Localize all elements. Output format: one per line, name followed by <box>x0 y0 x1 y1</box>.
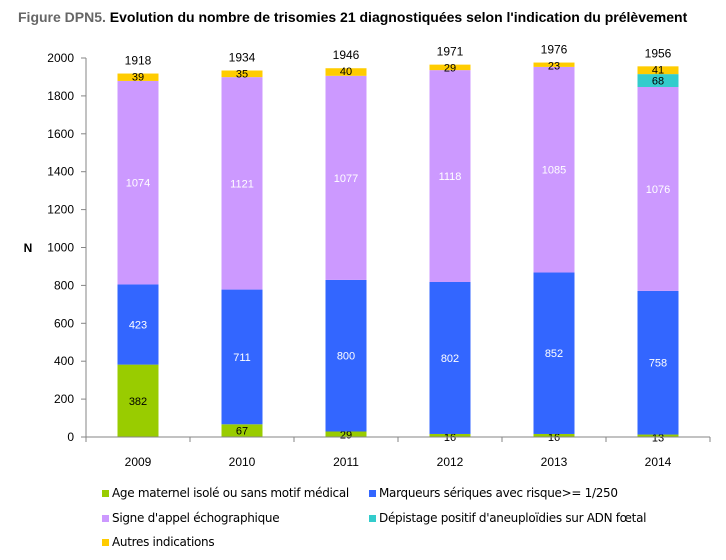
total-label: 1946 <box>333 48 360 62</box>
bar-segment <box>429 70 471 282</box>
x-tick-label: 2009 <box>125 455 152 469</box>
legend-item-depistage-adn: Dépistage positif d'aneuploïdies sur ADN… <box>369 511 646 525</box>
data-label: 758 <box>649 358 667 370</box>
y-tick-label: 1000 <box>47 241 74 255</box>
bar-segment <box>637 290 679 435</box>
bar-segment <box>533 433 575 437</box>
data-label: 1121 <box>230 178 254 190</box>
bar-segment <box>637 86 679 291</box>
data-label: 67 <box>236 426 248 438</box>
data-label: 39 <box>132 72 144 84</box>
data-label: 852 <box>545 348 563 360</box>
chart-title: Figure DPN5. Evolution du nombre de tris… <box>18 9 687 25</box>
data-label: 711 <box>233 352 251 364</box>
data-label: 16 <box>548 432 560 444</box>
figure-caption: Evolution du nombre de trisomies 21 diag… <box>105 9 688 25</box>
x-tick-label: 2011 <box>333 455 359 469</box>
bar-segment <box>117 364 159 437</box>
data-label: 800 <box>337 351 355 363</box>
legend-swatch <box>369 489 376 497</box>
data-label: 382 <box>129 396 147 408</box>
data-label: 16 <box>444 432 456 444</box>
legend-item-marqueurs-seriques: Marqueurs sériques avec risque>= 1/250 <box>369 486 618 500</box>
bars: 382 423 1074 39 1918 67 711 1121 35 1934 29 800 1077… <box>117 43 679 445</box>
x-tick-label: 2014 <box>645 455 672 469</box>
data-label: 802 <box>441 353 459 365</box>
x-tick-label: 2013 <box>541 455 568 469</box>
bar-segment <box>117 284 159 365</box>
legend-label: Dépistage positif d'aneuploïdies sur ADN… <box>379 511 647 525</box>
data-label: 1085 <box>542 165 566 177</box>
bar-segment <box>325 75 367 280</box>
data-label: 1074 <box>126 178 150 190</box>
legend-label: Marqueurs sériques avec risque>= 1/250 <box>379 486 618 500</box>
bar-segment <box>533 272 575 434</box>
legend-label: Signe d'appel échographique <box>112 511 280 525</box>
bar-segment <box>533 62 575 67</box>
data-label: 29 <box>340 430 352 442</box>
total-label: 1956 <box>645 46 672 60</box>
x-tick-label: 2012 <box>437 455 464 469</box>
bar-segment <box>637 74 679 87</box>
data-label: 23 <box>548 61 560 73</box>
y-axis: 0 200 400 600 800 1000 1200 1400 1600 1800 2000 <box>47 51 87 444</box>
legend-label: Autres indications <box>112 535 215 549</box>
bar-segment <box>221 70 263 78</box>
total-label: 1934 <box>229 51 256 65</box>
bar-segment <box>429 281 471 434</box>
legend-swatch <box>102 489 109 497</box>
y-tick-label: 400 <box>54 354 74 368</box>
bar-segment <box>429 64 471 71</box>
data-label: 40 <box>340 66 352 78</box>
legend-swatch <box>102 514 109 522</box>
y-tick-label: 0 <box>67 430 74 444</box>
y-tick-label: 2000 <box>47 51 74 65</box>
legend-label: Age maternel isolé ou sans motif médical <box>112 486 349 500</box>
x-tick-label: 2010 <box>229 455 256 469</box>
total-label: 1971 <box>437 45 464 59</box>
legend-item-age-maternel: Age maternel isolé ou sans motif médical <box>102 486 349 500</box>
data-label: 29 <box>444 63 456 75</box>
y-tick-label: 1400 <box>47 165 74 179</box>
y-tick-label: 1800 <box>47 89 74 103</box>
x-axis: 2009 2010 2011 2012 2013 2014 <box>85 436 711 469</box>
data-label: 68 <box>652 76 664 88</box>
total-label: 1976 <box>541 43 568 57</box>
legend-item-autres-indications: Autres indications <box>102 535 215 549</box>
data-label: 1118 <box>439 171 462 183</box>
total-label: 1918 <box>125 54 152 68</box>
bar-segment <box>221 77 263 290</box>
bar-segment <box>325 279 367 432</box>
bar-segment <box>429 433 471 437</box>
data-label: 35 <box>236 69 248 81</box>
y-tick-label: 600 <box>54 316 74 330</box>
bar-segment <box>533 66 575 273</box>
y-tick-label: 1600 <box>47 127 74 141</box>
bar-segment <box>325 431 367 437</box>
bar-segment <box>221 424 263 437</box>
bar-segment <box>637 66 679 75</box>
bar-segment <box>117 80 159 285</box>
legend-item-signe-echographique: Signe d'appel échographique <box>102 511 280 525</box>
y-tick-label: 800 <box>54 278 74 292</box>
data-label: 13 <box>652 433 664 445</box>
bar-segment <box>325 68 367 76</box>
bar-segment <box>117 73 159 81</box>
y-tick-label: 200 <box>54 392 74 406</box>
legend-swatch <box>369 514 376 522</box>
bar-segment <box>221 289 263 425</box>
data-label: 1076 <box>646 184 670 196</box>
y-axis-label: N <box>24 241 33 255</box>
y-tick-label: 1200 <box>47 203 74 217</box>
bar-segment <box>637 434 679 437</box>
data-label: 1077 <box>334 173 358 185</box>
data-label: 423 <box>129 320 147 332</box>
figure-number: Figure DPN5. <box>18 9 106 25</box>
data-label: 41 <box>652 64 664 76</box>
legend-swatch <box>102 538 109 546</box>
